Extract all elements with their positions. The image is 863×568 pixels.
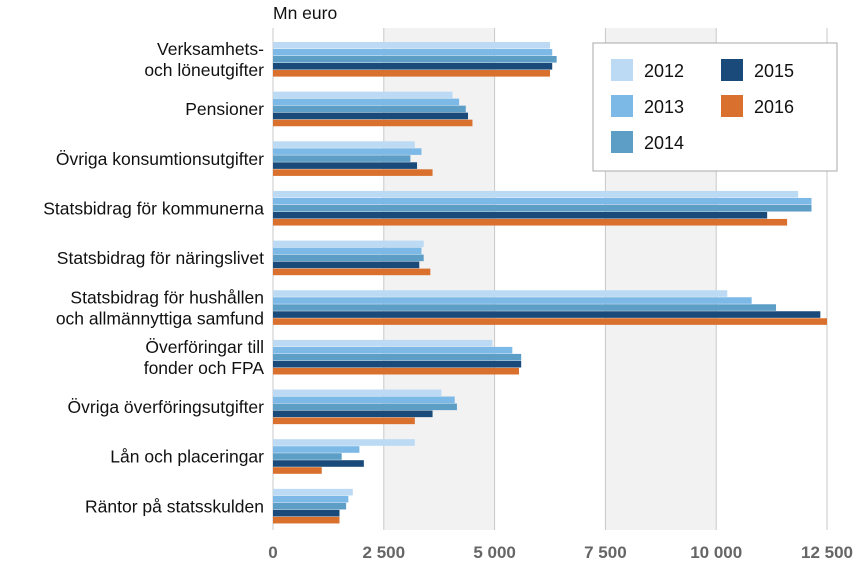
bar-2013 [273,446,360,453]
bar-2014 [273,353,522,361]
bar-2015 [273,509,340,517]
category-label: Verksamhets- [157,39,264,59]
bar-2015 [273,63,553,70]
category-label: och löneutgifter [144,60,264,80]
x-tick-labels: 0 2 500 5 000 7 500 10 000 12 500 [268,543,853,562]
legend-swatch [721,59,743,81]
bar-2014 [273,453,342,460]
x-tick-label: 10 000 [690,543,742,562]
bar-2013 [273,148,422,155]
legend-label: 2012 [644,61,684,81]
bar-2015 [273,311,821,318]
category-label: Lån och placeringar [110,447,264,467]
bar-2016 [273,119,473,127]
bar-2014 [273,105,466,113]
unit-label: Mn euro [273,3,337,23]
bar-2013 [273,247,422,255]
category-labels: Verksamhets-och löneutgifter Pensioner Övr… [43,39,264,516]
bar-2015 [273,112,469,120]
bar-2015 [273,360,522,368]
bar-2013 [273,98,460,106]
x-tick-label: 2 500 [363,543,406,562]
legend-label: 2014 [644,133,684,153]
bar-2014 [273,204,812,212]
bar-2012 [273,339,493,347]
category-label: Övriga överföringsutgifter [68,397,265,417]
x-tick-label: 12 500 [801,543,853,562]
bar-2014 [273,254,424,262]
legend-label: 2015 [754,61,794,81]
legend-label: 2016 [754,97,794,117]
category-label: Statsbidrag för kommunerna [43,198,264,218]
bar-2016 [273,367,519,375]
bar-2015 [273,261,420,269]
x-tick-label: 0 [268,543,277,562]
bar-2015 [273,211,768,219]
bar-2016 [273,218,788,226]
bar-2014 [273,502,347,510]
bar-2016 [273,169,433,176]
bar-2013 [273,346,513,354]
category-label: Statsbidrag för näringslivet [57,248,264,268]
bar-2012 [273,42,550,49]
bar-2013 [273,495,349,503]
bars [273,42,827,524]
bar-2014 [273,56,557,63]
bar-2013 [273,197,812,205]
plot-band [494,28,606,530]
category-label: Pensioner [185,99,264,119]
bar-2014 [273,155,411,162]
bar-2013 [273,297,752,304]
legend-box [592,42,838,172]
category-label: Statsbidrag för hushållen [70,287,264,307]
legend-swatch [721,95,743,117]
bar-2016 [273,467,322,474]
bar-2013 [273,396,455,404]
legend-label: 2013 [644,97,684,117]
bar-2012 [273,488,353,496]
bar-2016 [273,268,431,276]
category-label: Övriga konsumtionsutgifter [56,149,264,169]
category-label: Överföringar till [145,337,264,357]
legend-swatch [611,95,633,117]
category-label: och allmännyttiga samfund [56,308,264,328]
bar-2012 [273,240,424,248]
bar-2015 [273,410,433,418]
bar-2013 [273,49,553,56]
bar-2012 [273,190,799,198]
bar-2014 [273,403,457,411]
x-tick-label: 5 000 [473,543,516,562]
bar-2016 [273,417,415,425]
category-label: Räntor på statsskulden [85,496,264,516]
bar-2015 [273,460,364,467]
bar-2012 [273,439,415,446]
bar-2014 [273,304,777,311]
legend-swatch [611,59,633,81]
category-label: fonder och FPA [144,358,265,378]
x-tick-label: 7 500 [584,543,627,562]
bar-2016 [273,516,340,524]
legend-swatch [611,131,633,153]
bar-2016 [273,70,550,77]
bar-2012 [273,141,415,148]
bar-2012 [273,91,453,99]
bar-2015 [273,162,418,169]
legend: 2012 2013 2014 2015 2016 [592,42,838,172]
bar-2016 [273,318,827,325]
bar-2012 [273,290,728,297]
bar-2012 [273,389,442,397]
